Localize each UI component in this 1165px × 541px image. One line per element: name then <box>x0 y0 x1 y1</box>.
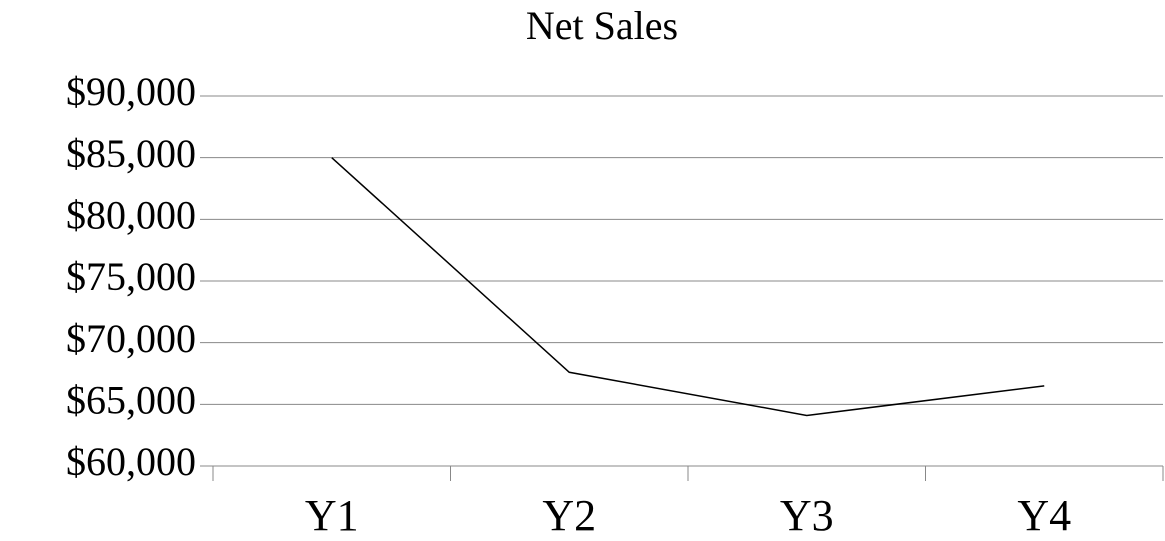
y-tick-label: $85,000 <box>66 131 196 176</box>
y-tick-label: $65,000 <box>66 378 196 423</box>
y-tick-label: $90,000 <box>66 69 196 114</box>
x-tick-label: Y2 <box>542 491 596 540</box>
x-tick-label: Y1 <box>305 491 359 540</box>
line-series <box>331 157 1045 417</box>
y-tick-label: $80,000 <box>66 193 196 238</box>
y-tick-label: $75,000 <box>66 254 196 299</box>
y-tick-label: $70,000 <box>66 316 196 361</box>
chart-title: Net Sales <box>526 3 678 48</box>
x-tick-label: Y4 <box>1017 491 1071 540</box>
x-tick-label: Y3 <box>780 491 834 540</box>
y-tick-label: $60,000 <box>66 439 196 484</box>
